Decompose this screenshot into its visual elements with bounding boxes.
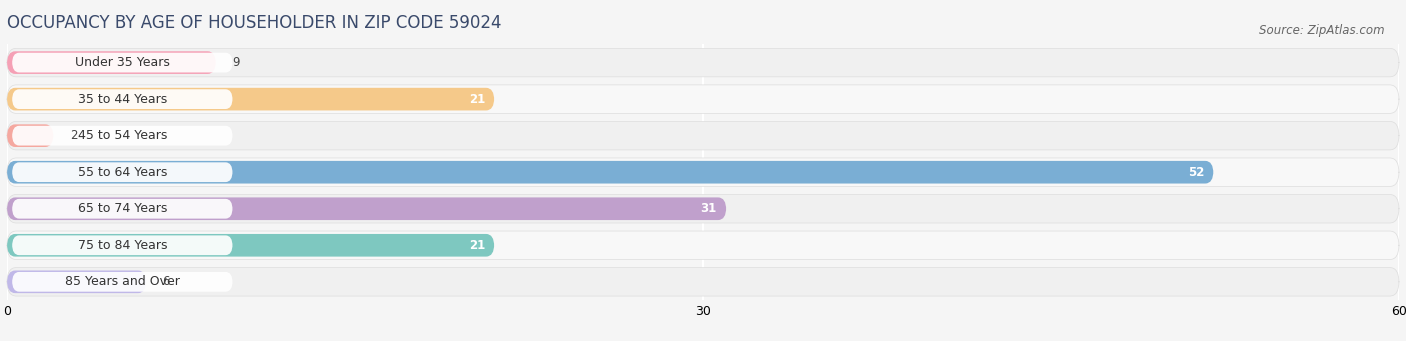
Text: 9: 9 — [232, 56, 239, 69]
Text: 6: 6 — [163, 275, 170, 288]
FancyBboxPatch shape — [13, 162, 232, 182]
FancyBboxPatch shape — [7, 48, 1399, 77]
FancyBboxPatch shape — [7, 231, 1399, 260]
Text: 31: 31 — [700, 202, 717, 215]
FancyBboxPatch shape — [7, 234, 495, 257]
FancyBboxPatch shape — [7, 268, 1399, 296]
Text: OCCUPANCY BY AGE OF HOUSEHOLDER IN ZIP CODE 59024: OCCUPANCY BY AGE OF HOUSEHOLDER IN ZIP C… — [7, 14, 502, 32]
FancyBboxPatch shape — [7, 124, 53, 147]
Text: 2: 2 — [70, 129, 77, 142]
FancyBboxPatch shape — [13, 89, 232, 109]
Text: 55 to 64 Years: 55 to 64 Years — [77, 166, 167, 179]
Text: 52: 52 — [1188, 166, 1204, 179]
FancyBboxPatch shape — [7, 158, 1399, 187]
FancyBboxPatch shape — [13, 235, 232, 255]
FancyBboxPatch shape — [7, 51, 217, 74]
Text: Under 35 Years: Under 35 Years — [75, 56, 170, 69]
FancyBboxPatch shape — [7, 121, 1399, 150]
FancyBboxPatch shape — [7, 161, 1213, 183]
FancyBboxPatch shape — [7, 194, 1399, 223]
Text: 35 to 44 Years: 35 to 44 Years — [77, 93, 167, 106]
Text: 75 to 84 Years: 75 to 84 Years — [77, 239, 167, 252]
FancyBboxPatch shape — [13, 53, 232, 73]
FancyBboxPatch shape — [7, 88, 495, 110]
Text: 45 to 54 Years: 45 to 54 Years — [77, 129, 167, 142]
FancyBboxPatch shape — [7, 197, 727, 220]
Text: 85 Years and Over: 85 Years and Over — [65, 275, 180, 288]
FancyBboxPatch shape — [13, 199, 232, 219]
Text: 21: 21 — [468, 93, 485, 106]
Text: Source: ZipAtlas.com: Source: ZipAtlas.com — [1260, 24, 1385, 37]
FancyBboxPatch shape — [13, 272, 232, 292]
Text: 65 to 74 Years: 65 to 74 Years — [77, 202, 167, 215]
Text: 21: 21 — [468, 239, 485, 252]
FancyBboxPatch shape — [13, 126, 232, 146]
FancyBboxPatch shape — [7, 270, 146, 293]
FancyBboxPatch shape — [7, 85, 1399, 113]
